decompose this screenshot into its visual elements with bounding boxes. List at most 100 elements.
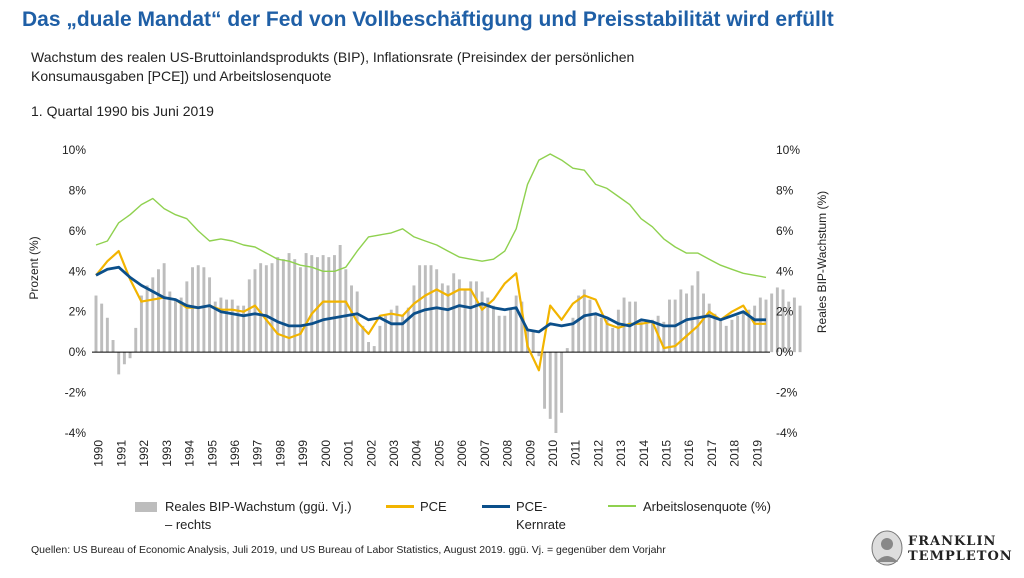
y-tick-label-left: 8% — [69, 183, 87, 197]
gdp-bar — [514, 295, 518, 353]
gdp-bar — [259, 263, 263, 353]
y-tick-label-right: 2% — [776, 305, 794, 319]
gdp-bar — [213, 301, 217, 353]
gdp-bar — [452, 273, 456, 353]
gdp-bar — [361, 325, 365, 353]
x-tick-label: 2013 — [614, 440, 628, 467]
gdp-bar — [736, 315, 740, 353]
gdp-bar — [94, 295, 98, 353]
gdp-bar — [474, 281, 478, 353]
x-tick-label: 2009 — [523, 440, 537, 467]
gdp-bar — [122, 352, 126, 365]
gdp-bar — [696, 271, 700, 353]
x-axis: 1990 1991 1992 1993 1994 1995 1996 1997 1998 1999… — [92, 440, 765, 467]
gdp-bar — [537, 352, 541, 357]
gdp-bar — [645, 323, 649, 353]
x-tick-label: 2002 — [364, 440, 378, 467]
y-axis-left: -4% -2% 0% 2% 4% 6% 8% 10% — [62, 143, 86, 440]
legend-label-core: PCE-Kernrate — [516, 499, 566, 532]
gdp-bar — [719, 319, 723, 353]
gdp-bar — [378, 325, 382, 353]
y-tick-label-left: 6% — [69, 224, 87, 238]
y-tick-label-right: 10% — [776, 143, 800, 157]
page-title: Das „duale Mandat“ der Fed von Vollbesch… — [22, 8, 834, 31]
logo-line-1: FRANKLIN — [908, 534, 997, 549]
gdp-bar — [724, 325, 728, 353]
gdp-bar — [565, 348, 569, 353]
gdp-bar — [520, 301, 524, 353]
x-tick-label: 1992 — [137, 440, 151, 467]
y-tick-label-right: 4% — [776, 264, 794, 278]
gdp-bar — [145, 285, 149, 353]
gdp-bar — [321, 255, 325, 353]
gdp-bar — [412, 285, 416, 353]
x-tick-label: 2018 — [728, 440, 742, 467]
gdp-bar — [497, 315, 501, 353]
legend-swatch-gdp — [135, 502, 157, 512]
x-tick-label: 2004 — [410, 440, 424, 467]
franklin-templeton-logo: FRANKLIN TEMPLETON — [870, 530, 1020, 570]
gdp-bar — [372, 346, 376, 353]
gdp-bar — [747, 309, 751, 353]
gdp-bar — [401, 315, 405, 353]
gdp-bar — [463, 289, 467, 353]
gdp-bar — [741, 311, 745, 353]
gdp-bar — [179, 297, 183, 353]
gdp-bar — [395, 305, 399, 353]
gdp-bar — [440, 283, 444, 353]
gdp-bar — [117, 352, 121, 375]
gdp-bar — [219, 297, 223, 353]
x-tick-label: 1997 — [251, 440, 265, 467]
x-tick-label: 1998 — [273, 440, 287, 467]
gdp-bar — [605, 319, 609, 353]
y-tick-label-left: -4% — [65, 426, 87, 440]
gdp-bar — [713, 313, 717, 353]
y-tick-label-right: -2% — [776, 386, 798, 400]
legend-label-unemployment: Arbeitslosenquote (%) — [643, 499, 771, 514]
gdp-bar — [543, 352, 547, 409]
legend-swatch-pce — [386, 505, 414, 508]
gdp-bar — [287, 253, 291, 353]
x-tick-label: 2005 — [432, 440, 446, 467]
gdp-bar — [639, 319, 643, 353]
gdp-bar — [503, 315, 507, 353]
gdp-bar — [253, 269, 257, 353]
gdp-bar — [367, 342, 371, 353]
gdp-bar — [798, 305, 802, 353]
gdp-bar — [554, 352, 558, 433]
gdp-bar — [281, 259, 285, 353]
y-axis-right: -4% -2% 0% 2% 4% 6% 8% 10% — [776, 143, 800, 440]
gdp-bar — [310, 255, 314, 353]
gdp-bar — [105, 317, 109, 353]
gdp-bar — [707, 303, 711, 353]
gdp-bar — [174, 299, 177, 353]
gdp-bar — [588, 299, 592, 353]
gdp-bar — [469, 281, 473, 353]
pce-core-line — [95, 265, 766, 334]
gdp-bar — [384, 315, 388, 353]
gdp-bar — [787, 301, 791, 353]
gdp-bar — [134, 327, 138, 353]
x-tick-label: 1991 — [114, 440, 128, 467]
gdp-bar — [650, 319, 654, 353]
x-tick-label: 2003 — [387, 440, 401, 467]
x-tick-label: 2014 — [637, 440, 651, 467]
gdp-bar — [577, 295, 581, 353]
gdp-bar — [111, 340, 115, 353]
gdp-bar — [480, 291, 484, 353]
chart-subtitle: Wachstum des realen US-Bruttoinlandsprod… — [31, 49, 635, 84]
gdp-bar — [457, 279, 461, 353]
x-tick-label: 2019 — [750, 440, 764, 467]
chart-period: 1. Quartal 1990 bis Juni 2019 — [31, 103, 214, 119]
gdp-bar — [509, 307, 512, 353]
gdp-bar — [276, 257, 280, 353]
gdp-bar — [236, 305, 240, 353]
gdp-bar — [315, 257, 319, 353]
gdp-bar — [208, 277, 212, 353]
gdp-bar — [560, 352, 564, 413]
x-tick-label: 1990 — [92, 440, 106, 467]
x-tick-label: 2016 — [682, 440, 696, 467]
y-tick-label-right: 0% — [776, 345, 794, 359]
x-tick-label: 2006 — [455, 440, 469, 467]
gdp-bar — [270, 263, 274, 353]
